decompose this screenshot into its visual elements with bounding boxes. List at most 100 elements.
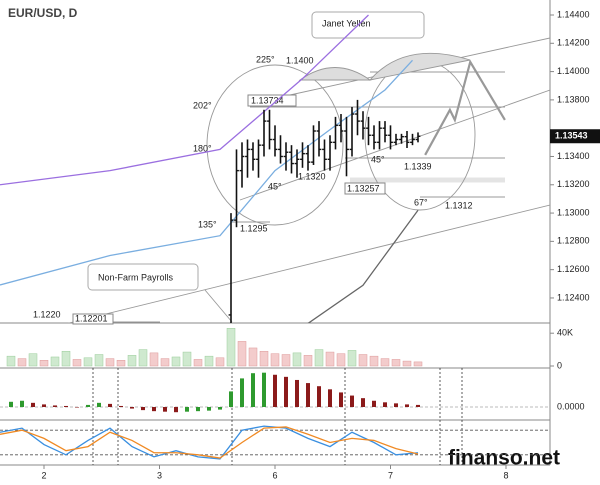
macd-bar — [262, 372, 266, 407]
volume-bar — [336, 353, 346, 367]
volume-bar — [204, 355, 214, 367]
macd-bar — [163, 407, 167, 412]
last-price-box — [550, 129, 600, 144]
annotation: 1.1220 — [33, 309, 61, 319]
macd-bar — [251, 373, 255, 407]
label-box — [344, 182, 386, 195]
volume-bar — [303, 355, 313, 367]
volume-bar — [237, 341, 247, 367]
volume-bar — [127, 355, 137, 367]
callout-box — [311, 11, 425, 39]
volume-bar — [182, 351, 192, 367]
volume-bar — [39, 360, 49, 367]
session-lines — [92, 368, 463, 465]
y-tick-label: 0 — [557, 360, 562, 370]
line-series — [0, 14, 369, 186]
label-box — [72, 313, 114, 325]
callout-box — [87, 263, 199, 291]
macd-bar — [64, 405, 68, 407]
volume-bar — [248, 347, 258, 367]
annotation: 135° — [198, 219, 217, 229]
volume-bar — [215, 357, 225, 367]
y-tick-label: 40K — [557, 328, 573, 338]
macd-bar — [207, 407, 211, 411]
stochastic-line — [0, 426, 419, 459]
macd-bar — [284, 376, 288, 407]
macd-bar — [97, 402, 101, 407]
macd-bar — [405, 404, 409, 407]
macd-bar — [119, 405, 123, 407]
y-tick-label: 1.14000 — [557, 66, 590, 76]
macd-bar — [152, 407, 156, 412]
macd-bar — [361, 398, 365, 407]
x-tick-label: 6 — [272, 470, 277, 480]
volume-bar — [193, 359, 203, 367]
line-series — [424, 59, 506, 156]
annotation: 45° — [371, 154, 385, 164]
macd-bar — [273, 374, 277, 407]
y-tick-label: 1.12800 — [557, 236, 590, 246]
price-panel — [0, 14, 506, 323]
volume-bar — [270, 353, 280, 367]
annotation: 1.12201 — [75, 313, 108, 323]
volume-bar — [94, 354, 104, 367]
macd-bar — [317, 386, 321, 407]
macd-bar — [130, 407, 134, 409]
y-tick-label: 1.12600 — [557, 264, 590, 274]
volume-bar — [413, 361, 423, 367]
watermark: finanso.net — [448, 447, 560, 470]
volume-bar — [358, 354, 368, 367]
y-tick-label: 1.13200 — [557, 179, 590, 189]
y-tick-label: 1.12400 — [557, 292, 590, 302]
volume-bar — [226, 328, 236, 367]
y-tick-label: 1.14200 — [557, 38, 590, 48]
volume-bar — [28, 353, 38, 367]
annotation: 67° — [414, 197, 428, 207]
macd-bar — [394, 403, 398, 407]
annotation: Janet Yellen — [322, 18, 371, 28]
macd-bar — [240, 378, 244, 407]
volume-bar — [325, 351, 335, 367]
x-tick-label: 8 — [503, 470, 508, 480]
line-series — [0, 59, 413, 286]
annotation: Non-Farm Payrolls — [98, 272, 174, 282]
volume-bar — [380, 358, 390, 367]
annotation: 1.1400 — [286, 55, 314, 65]
volume-bar — [314, 349, 324, 367]
macd-bar — [339, 392, 343, 407]
macd-bar — [306, 383, 310, 407]
volume-bar — [105, 358, 115, 367]
volume-bar — [17, 358, 27, 367]
annotation: 225° — [256, 54, 275, 64]
volume-bar — [160, 358, 170, 367]
macd-bar — [53, 405, 57, 407]
volume-bar — [61, 350, 71, 367]
volume-bar — [292, 352, 302, 367]
annotation: 1.13257 — [347, 183, 380, 193]
volume-bar — [171, 356, 181, 367]
annotation: 1.1295 — [240, 223, 268, 233]
volume-bar — [83, 357, 93, 367]
label-box — [247, 94, 297, 107]
macd-bar — [328, 389, 332, 407]
volume-bar — [50, 356, 60, 367]
macd-bar — [416, 404, 420, 407]
volume-bar — [149, 352, 159, 367]
x-tick-label: 2 — [41, 470, 46, 480]
macd-bar — [350, 395, 354, 407]
volume-bar — [391, 359, 401, 367]
volume-bar — [6, 355, 16, 367]
macd-bar — [9, 401, 13, 407]
annotations: Janet Yellen Non-Farm Payrolls 225° 1.14… — [33, 11, 473, 325]
volume-bar — [116, 360, 126, 367]
x-tick-label: 7 — [388, 470, 393, 480]
volume-bar — [138, 349, 148, 367]
annotation: 202° — [193, 100, 212, 110]
y-tick-label: 1.13400 — [557, 151, 590, 161]
macd-bar — [75, 407, 79, 408]
macd-bar — [108, 403, 112, 407]
volume-bar — [402, 360, 412, 367]
annotation: 45° — [268, 181, 282, 191]
last-price-label: 1.13543 — [555, 131, 588, 141]
